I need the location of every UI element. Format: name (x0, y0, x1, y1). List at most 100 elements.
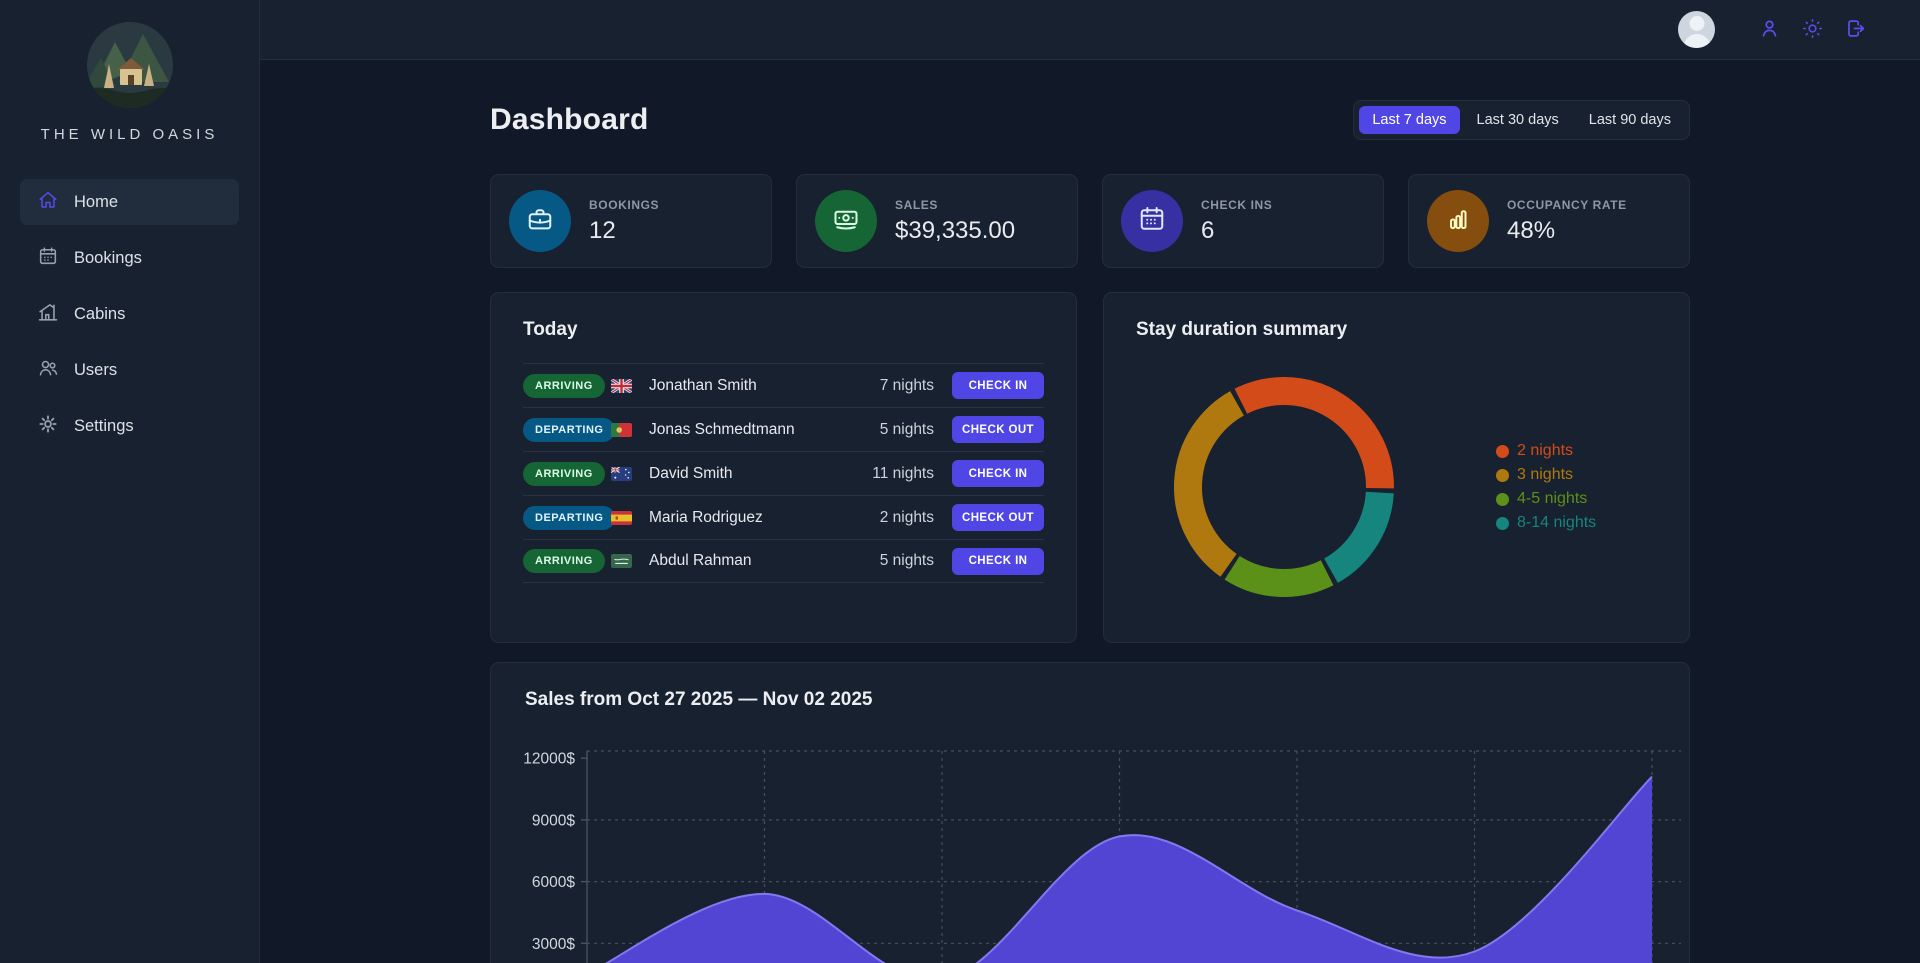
users-icon (37, 357, 59, 384)
status-badge: Arriving (523, 461, 605, 486)
legend-label: 3 nights (1517, 466, 1574, 483)
legend-item: 2 nights (1496, 439, 1596, 463)
legend-dot (1496, 444, 1509, 458)
today-row: Departing Maria Rodriguez 2 nights Check… (523, 495, 1044, 539)
stat-label: Bookings (589, 197, 660, 212)
brand-name: THE WILD OASIS (40, 126, 219, 143)
sidebar-item-label: Bookings (74, 248, 142, 267)
legend-dot (1496, 492, 1509, 506)
today-title: Today (523, 319, 578, 340)
guest-name: Jonathan Smith (649, 376, 757, 394)
sidebar-item-label: Users (74, 360, 118, 379)
avatar (1678, 11, 1715, 48)
today-activity-panel: Today Arriving Jonathan Smith 7 nights C… (490, 292, 1077, 643)
today-row: Arriving David Smith 11 nights Check in (523, 451, 1044, 495)
user-icon (1758, 17, 1781, 43)
stat-occupancy: Occupancy rate 48% (1408, 174, 1690, 268)
user-account-button[interactable] (1756, 17, 1782, 43)
stat-bookings: Bookings 12 (490, 174, 772, 268)
guest-name: Maria Rodriguez (649, 508, 763, 526)
stay-duration-donut (1174, 377, 1394, 597)
wild-oasis-logo (86, 22, 173, 113)
stat-sales: Sales $39,335.00 (796, 174, 1078, 268)
check-in-button[interactable]: Check in (952, 460, 1044, 487)
stay-duration-panel: Stay duration summary 2 nights 3 nights … (1103, 292, 1690, 643)
flag-spain-icon (611, 510, 632, 525)
sales-chart-panel: Sales from Oct 27 2025 — Nov 02 2025 120… (490, 662, 1690, 963)
flag-australia-icon (611, 466, 632, 481)
sales-chart-title: Sales from Oct 27 2025 — Nov 02 2025 (525, 689, 873, 710)
stat-value: 6 (1201, 216, 1215, 244)
legend-item: 4-5 nights (1496, 487, 1596, 511)
calendar-icon (37, 245, 59, 272)
stat-check-ins: Check ins 6 (1102, 174, 1384, 268)
stay-duration-title: Stay duration summary (1136, 319, 1348, 340)
page-title: Dashboard (490, 103, 649, 136)
bar-chart-icon (1443, 204, 1473, 239)
guest-name: Jonas Schmedtmann (649, 420, 795, 438)
home-icon (37, 189, 59, 216)
topbar (260, 0, 1920, 60)
sidebar-item-label: Settings (74, 416, 134, 435)
check-out-button[interactable]: Check out (952, 416, 1044, 443)
stay-nights: 5 nights (879, 420, 934, 438)
check-in-button[interactable]: Check in (952, 547, 1044, 575)
svg-text:6000$: 6000$ (532, 874, 575, 891)
stat-value: $39,335.00 (895, 216, 1016, 244)
date-range-filter: Last 7 days Last 30 days Last 90 days (1353, 100, 1690, 140)
guest-name: Abdul Rahman (649, 552, 752, 569)
legend-dot (1496, 468, 1509, 482)
today-row: Arriving Abdul Rahman 5 nights Check in (523, 539, 1044, 583)
stat-label: Check ins (1201, 197, 1273, 212)
flag-portugal-icon (611, 422, 632, 437)
status-badge: Departing (523, 417, 616, 442)
sun-icon (1801, 17, 1824, 43)
sidebar-nav: Home Bookings Cabins Users Settings (0, 179, 259, 449)
legend-label: 4-5 nights (1517, 490, 1588, 507)
dark-mode-toggle-button[interactable] (1799, 17, 1825, 43)
today-row: Arriving Jonathan Smith 7 nights Check i… (523, 363, 1044, 407)
flag-saudi-arabia-icon (611, 554, 632, 568)
filter-last-90-days[interactable]: Last 90 days (1576, 106, 1684, 134)
sales-area-chart: 12000$ 9000$ 6000$ 3000$ (523, 750, 1681, 963)
status-badge: Arriving (523, 549, 605, 573)
stat-value: 12 (589, 216, 616, 244)
legend-item: 3 nights (1496, 463, 1596, 487)
stat-label: Occupancy rate (1507, 197, 1627, 212)
filter-last-7-days[interactable]: Last 7 days (1359, 106, 1460, 134)
check-in-button[interactable]: Check in (952, 372, 1044, 399)
calendar-days-icon (1137, 204, 1167, 239)
stat-label: Sales (895, 197, 939, 212)
stay-nights: 11 nights (872, 464, 934, 482)
gear-icon (37, 413, 59, 440)
stay-nights: 7 nights (879, 376, 934, 394)
logout-icon (1844, 17, 1867, 43)
status-badge: Departing (523, 505, 616, 530)
sidebar: THE WILD OASIS Home Bookings Cabins User… (0, 0, 260, 963)
status-badge: Arriving (523, 373, 605, 398)
sidebar-item-home[interactable]: Home (20, 179, 239, 225)
stay-nights: 2 nights (879, 508, 934, 526)
svg-text:9000$: 9000$ (532, 812, 575, 829)
sidebar-item-settings[interactable]: Settings (20, 403, 239, 449)
svg-text:3000$: 3000$ (532, 936, 575, 953)
legend-label: 2 nights (1517, 442, 1574, 459)
svg-text:12000$: 12000$ (523, 751, 575, 768)
stat-value: 48% (1507, 216, 1556, 244)
today-rows: Arriving Jonathan Smith 7 nights Check i… (523, 363, 1044, 583)
flag-united-kingdom-icon (611, 378, 632, 393)
today-row: Departing Jonas Schmedtmann 5 nights Che… (523, 407, 1044, 451)
legend-dot (1496, 516, 1509, 530)
cabin-icon (37, 301, 59, 328)
donut-legend: 2 nights 3 nights 4-5 nights 8-14 nights (1496, 439, 1596, 535)
main-area: Dashboard Last 7 days Last 30 days Last … (260, 0, 1920, 963)
sidebar-item-users[interactable]: Users (20, 347, 239, 393)
sidebar-item-label: Home (74, 192, 119, 211)
sidebar-item-cabins[interactable]: Cabins (20, 291, 239, 337)
filter-last-30-days[interactable]: Last 30 days (1464, 106, 1572, 134)
check-out-button[interactable]: Check out (952, 504, 1044, 531)
sidebar-item-bookings[interactable]: Bookings (20, 235, 239, 281)
legend-item: 8-14 nights (1496, 511, 1596, 535)
logout-button[interactable] (1842, 17, 1868, 43)
stay-nights: 5 nights (879, 552, 934, 569)
